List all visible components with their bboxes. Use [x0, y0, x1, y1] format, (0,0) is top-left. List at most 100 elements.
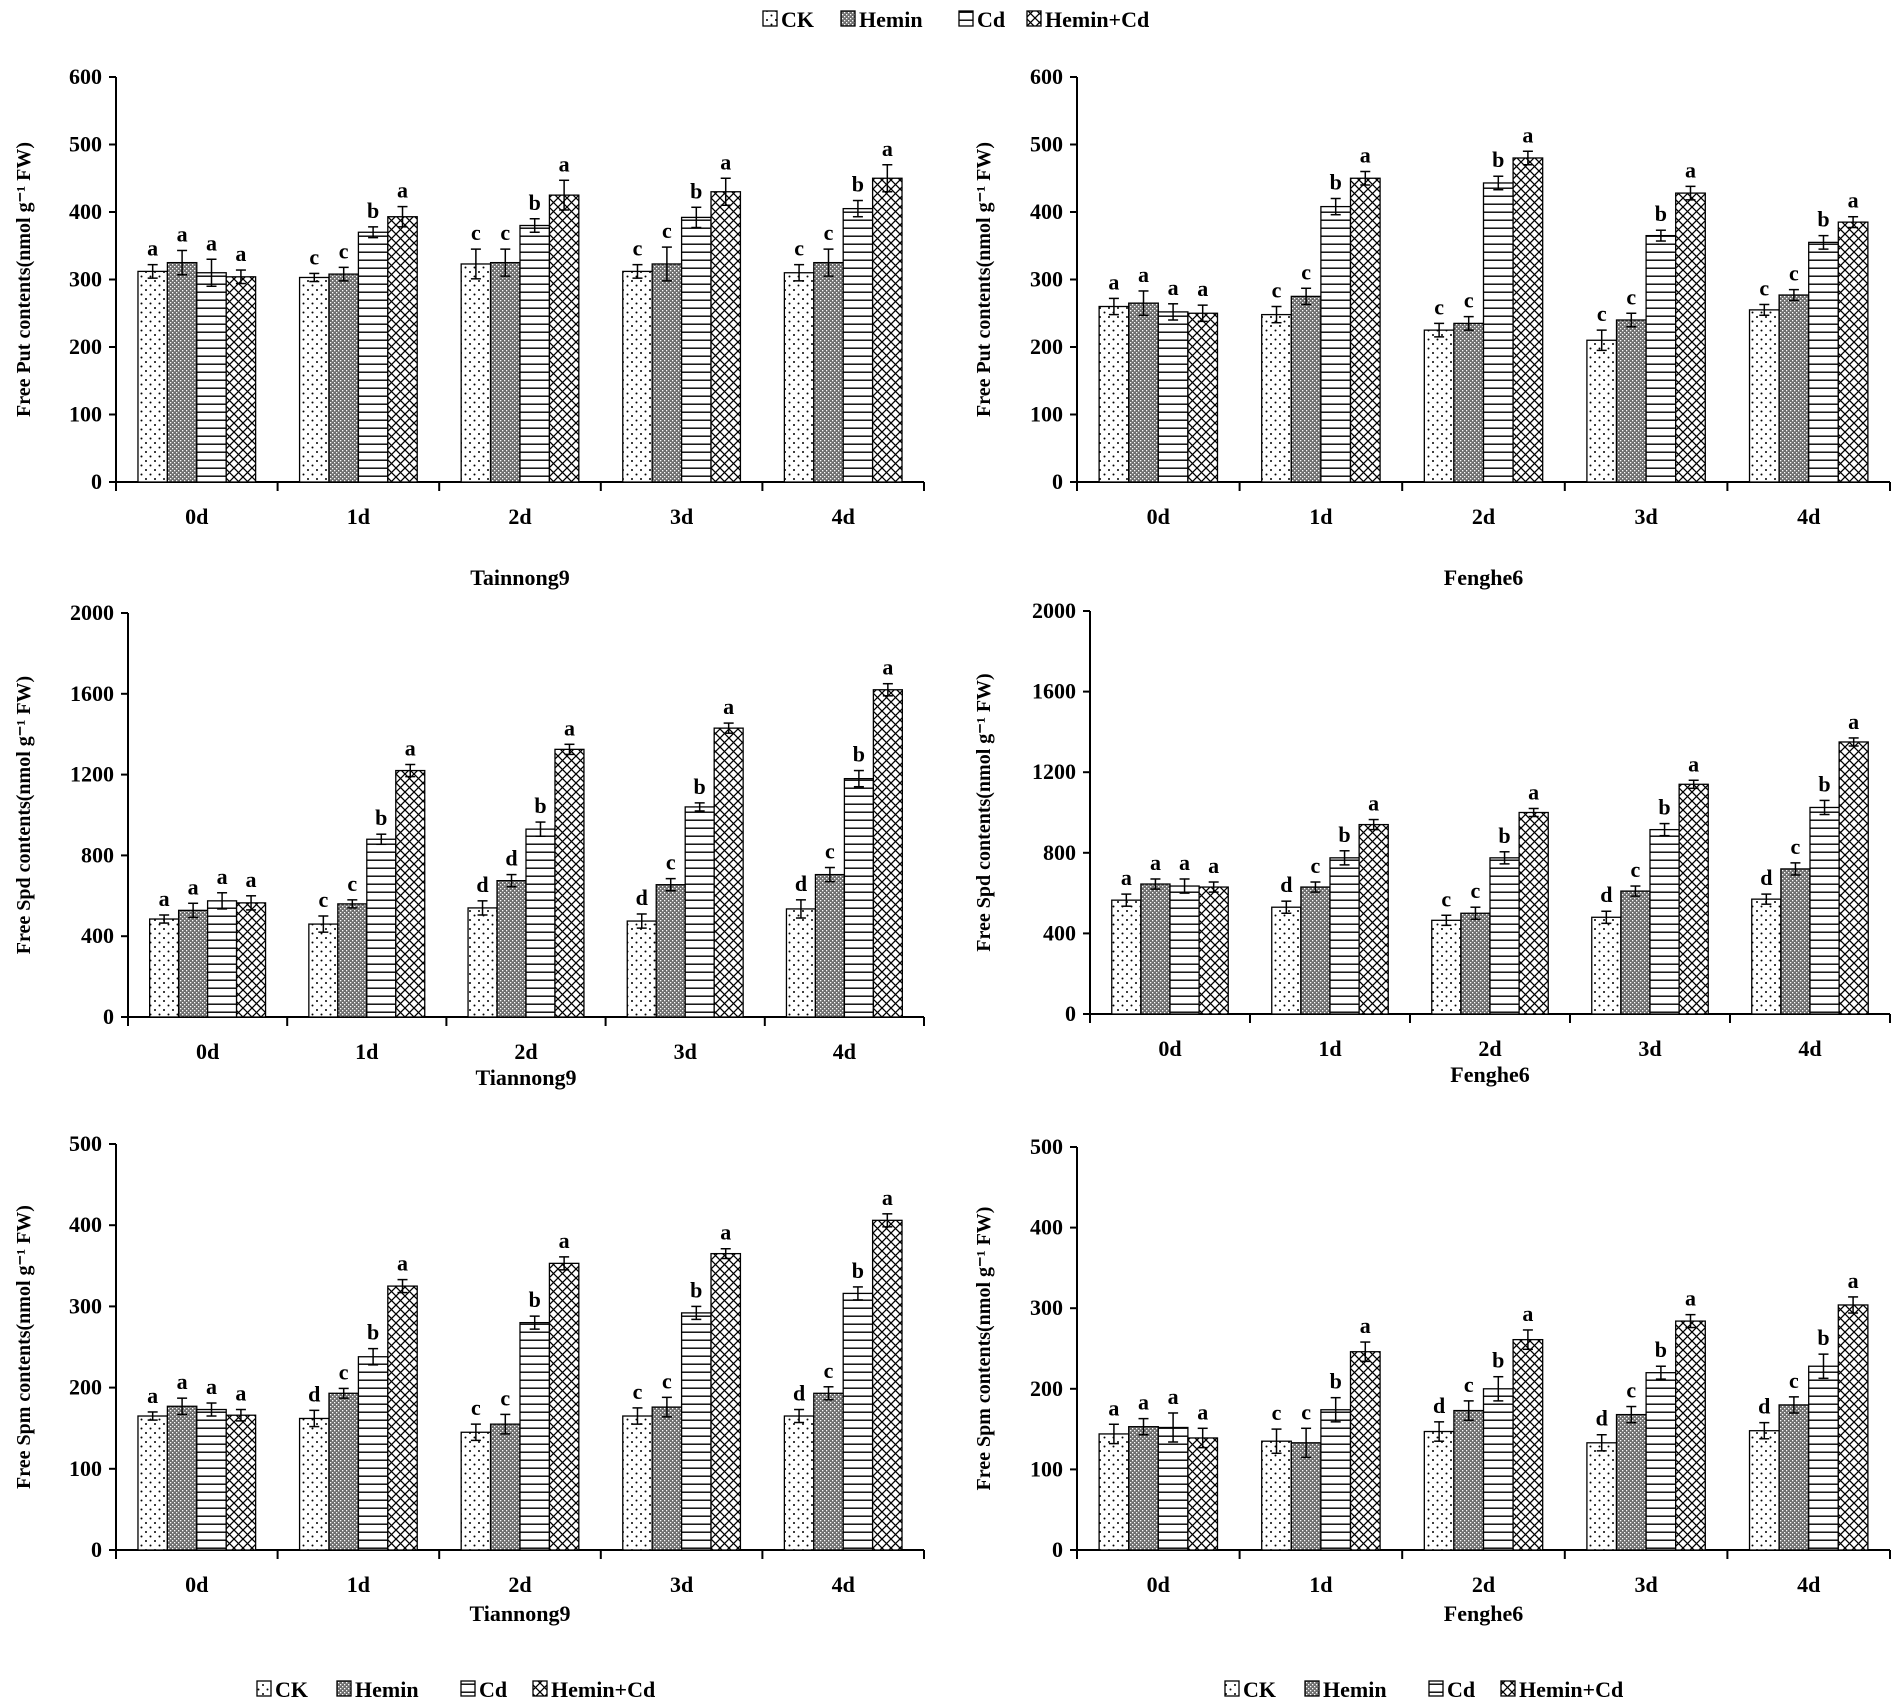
- y-axis-title: Free Put contents(nmol g⁻¹ FW): [13, 142, 35, 417]
- significance-letter: a: [720, 1220, 731, 1245]
- y-tick-label: 100: [69, 402, 102, 427]
- significance-letter: a: [1522, 122, 1533, 147]
- significance-letter: b: [1492, 147, 1504, 172]
- significance-letter: c: [1464, 1372, 1474, 1397]
- bar: [1751, 898, 1782, 1015]
- y-tick-label: 1600: [70, 681, 114, 706]
- x-axis-title: Tiannong9: [475, 1065, 576, 1090]
- significance-letter: a: [1197, 276, 1208, 301]
- legend-swatch: [1224, 1680, 1240, 1697]
- significance-letter: c: [309, 244, 319, 269]
- bar: [1453, 1409, 1485, 1551]
- bar: [1482, 182, 1514, 483]
- significance-letter: a: [1138, 1390, 1149, 1415]
- significance-letter: b: [853, 742, 865, 767]
- significance-letter: b: [1330, 1369, 1342, 1394]
- significance-letter: b: [1330, 170, 1342, 195]
- bar: [1198, 886, 1229, 1015]
- bar: [1482, 1388, 1514, 1551]
- x-tick-label: 1d: [355, 1039, 378, 1064]
- bar: [1320, 1409, 1352, 1551]
- bar: [1271, 906, 1302, 1015]
- significance-letter: a: [882, 136, 893, 161]
- significance-letter: a: [235, 1381, 246, 1406]
- x-tick-label: 2d: [514, 1039, 537, 1064]
- y-tick-label: 300: [1030, 267, 1063, 292]
- significance-letter: b: [375, 805, 387, 830]
- significance-letter: a: [1848, 1268, 1859, 1293]
- significance-letter: a: [147, 1383, 158, 1408]
- bar: [357, 1356, 389, 1551]
- bar: [357, 231, 389, 483]
- bar: [1615, 1413, 1647, 1551]
- bar: [1808, 1365, 1839, 1551]
- bar: [1187, 1437, 1219, 1551]
- chart-spd-tiannong9: 0 400 800 1200 1600 2000 Free Spd contents(nmo…: [13, 600, 925, 1090]
- significance-letter: a: [1522, 1301, 1533, 1326]
- legend-swatch: [336, 1680, 352, 1697]
- bar: [196, 272, 227, 483]
- legend-bottom-right: CK Hemin Cd Hemin+Cd: [1224, 1677, 1623, 1702]
- bar: [710, 191, 742, 483]
- significance-letter: a: [1208, 853, 1219, 878]
- significance-letter: a: [235, 241, 246, 266]
- significance-letter: c: [1272, 1400, 1282, 1425]
- significance-letter: a: [1121, 865, 1132, 890]
- x-tick-label: 4d: [832, 504, 855, 529]
- bar: [366, 838, 397, 1018]
- bar: [1169, 885, 1200, 1015]
- y-tick-label: 800: [1043, 840, 1076, 865]
- y-tick-label: 2000: [70, 600, 114, 625]
- bar: [651, 263, 683, 483]
- significance-letter: a: [723, 694, 734, 719]
- significance-letter: c: [1759, 275, 1769, 300]
- x-tick-label: 0d: [1147, 504, 1170, 529]
- significance-letter: a: [217, 864, 228, 889]
- bar: [1678, 783, 1709, 1015]
- x-axis-title: Fenghe6: [1444, 1601, 1523, 1626]
- y-tick-label: 100: [1030, 1456, 1063, 1481]
- bar: [1649, 828, 1680, 1015]
- legend-label: Cd: [1447, 1677, 1475, 1702]
- bar: [1675, 1320, 1706, 1551]
- y-axis-title: Free Spm contents(nmol g⁻¹ FW): [13, 1205, 35, 1489]
- significance-letter: a: [1168, 1384, 1179, 1409]
- significance-letter: a: [1685, 157, 1696, 182]
- bar: [710, 1252, 742, 1551]
- significance-letter: d: [1600, 882, 1612, 907]
- x-axis-title: Fenghe6: [1444, 565, 1523, 590]
- bar: [680, 216, 712, 483]
- chart-put-tiannong9: 0 100 200 300 400 500 600 Free Put contents(nmo…: [13, 64, 925, 590]
- significance-letter: b: [529, 1287, 541, 1312]
- bar: [1349, 1351, 1381, 1551]
- x-tick-label: 1d: [1318, 1036, 1341, 1061]
- legend-swatch: [1500, 1680, 1516, 1697]
- bar: [1128, 1426, 1159, 1551]
- significance-letter: a: [206, 230, 217, 255]
- x-tick-label: 1d: [347, 1572, 370, 1597]
- x-tick-label: 2d: [1472, 1572, 1495, 1597]
- x-tick-label: 4d: [832, 1572, 855, 1597]
- bar: [1329, 857, 1360, 1015]
- bar: [842, 207, 874, 483]
- legend-label: Hemin+Cd: [1045, 7, 1149, 32]
- significance-letter: a: [1179, 850, 1190, 875]
- significance-letter: d: [1760, 865, 1772, 890]
- significance-letter: c: [666, 850, 676, 875]
- y-tick-label: 500: [69, 132, 102, 157]
- significance-letter: c: [1272, 278, 1282, 303]
- y-tick-label: 200: [69, 334, 102, 359]
- bar: [843, 777, 875, 1018]
- x-tick-label: 3d: [1634, 504, 1657, 529]
- bar: [496, 880, 527, 1018]
- y-tick-label: 300: [1030, 1295, 1063, 1320]
- significance-letter: d: [476, 872, 488, 897]
- significance-letter: c: [1626, 1378, 1636, 1403]
- significance-letter: d: [636, 885, 648, 910]
- significance-letter: b: [852, 1258, 864, 1283]
- y-tick-label: 500: [1030, 1134, 1063, 1159]
- significance-letter: d: [795, 871, 807, 896]
- significance-letter: a: [1168, 275, 1179, 300]
- x-tick-label: 3d: [674, 1039, 697, 1064]
